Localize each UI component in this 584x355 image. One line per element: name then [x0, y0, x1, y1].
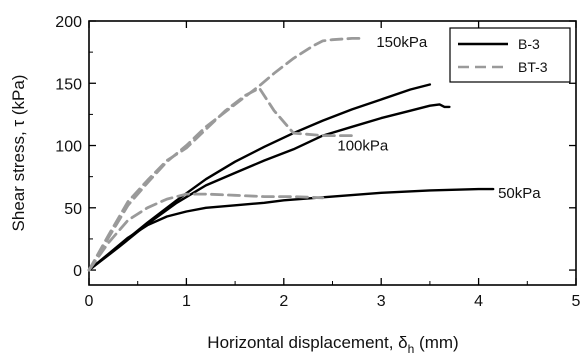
legend: B-3 BT-3 [449, 27, 571, 83]
x-tick-label: 0 [85, 293, 94, 310]
y-tick-label: 50 [64, 201, 82, 218]
series-line-b-3-50kpa [87, 187, 495, 272]
y-tick-label: 200 [55, 14, 82, 31]
series-line-b-3-150kpa [87, 83, 432, 272]
series-layer [87, 37, 495, 272]
series-line-bt-3-50kpa [87, 192, 325, 272]
annotation-50kpa: 50kPa [498, 185, 541, 202]
annotation-layer: 150kPa 100kPa 50kPa [337, 34, 541, 202]
legend-label-bt3: BT-3 [518, 59, 548, 75]
x-axis-title-main: Horizontal displacement, δ [207, 333, 407, 352]
y-tick-label: 150 [55, 76, 82, 93]
x-axis-ticks: 0 1 2 3 4 5 [85, 21, 581, 310]
x-tick-label: 5 [572, 293, 581, 310]
x-tick-label: 1 [182, 293, 191, 310]
series-line-bt-3-150kpa [87, 37, 364, 272]
series-line-b-3-100kpa [87, 103, 451, 272]
annotation-150kpa: 150kPa [376, 34, 428, 51]
legend-label-b3: B-3 [518, 36, 540, 52]
x-tick-label: 2 [279, 293, 288, 310]
y-axis-title: Shear stress, τ (kPa) [9, 75, 28, 232]
y-tick-label: 100 [55, 139, 82, 156]
x-tick-label: 3 [377, 293, 386, 310]
annotation-100kpa: 100kPa [337, 138, 389, 155]
legend-box [449, 27, 571, 83]
y-axis-ticks: 0 50 100 150 200 [55, 14, 576, 280]
y-tick-label: 0 [73, 263, 82, 280]
x-axis-title-unit: (mm) [414, 333, 458, 352]
x-axis-title: Horizontal displacement, δh (mm) [207, 333, 458, 355]
x-tick-label: 4 [474, 293, 483, 310]
x-axis-title-sub: h [408, 342, 415, 355]
